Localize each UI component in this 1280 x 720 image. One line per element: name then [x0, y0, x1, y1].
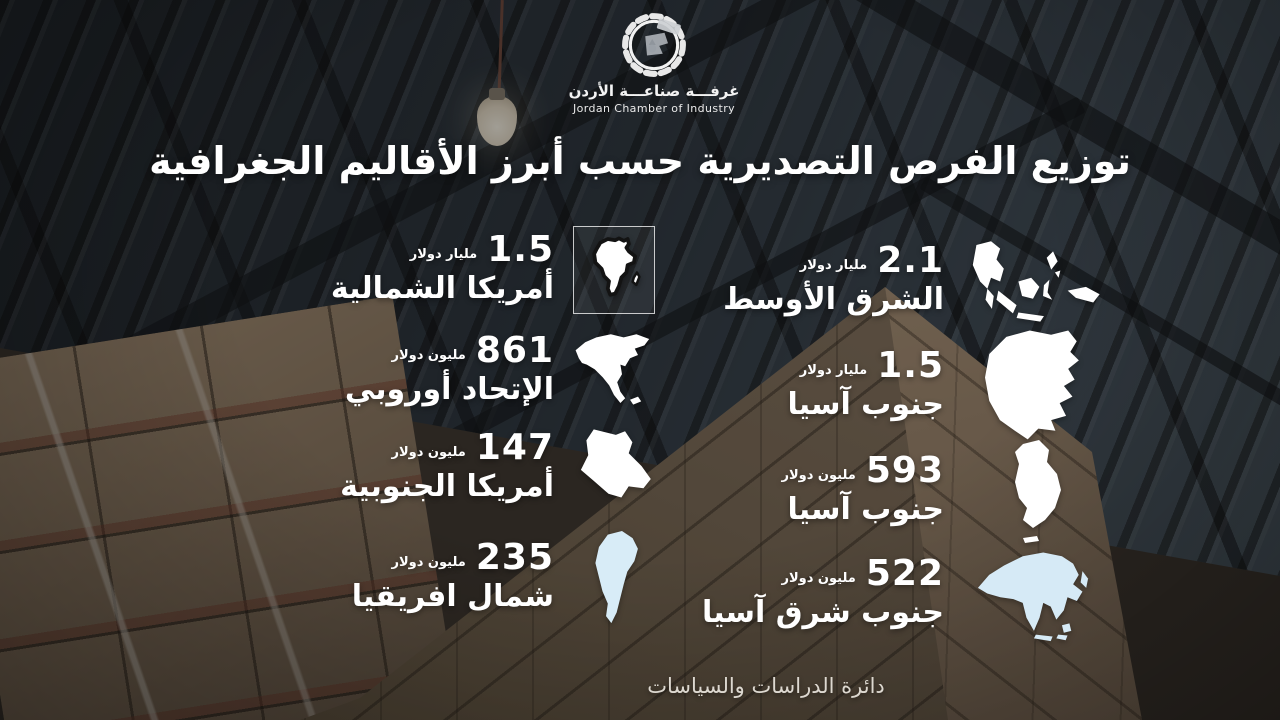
africa-map-icon	[592, 236, 641, 297]
logo-english-name: Jordan Chamber of Industry	[572, 102, 736, 115]
header: غرفـــة صناعـــة الأردن Jordan Chamber o…	[504, 10, 804, 115]
unit-label: مليون دولار	[781, 468, 856, 483]
region-name: الإتحاد أوروبي	[344, 372, 554, 407]
region-row-south-asia: مليار دولار 1.5 جنوب آسيا	[787, 330, 1108, 440]
region-row-north-africa: مليون دولار 235 شمال افريقيا	[351, 531, 660, 624]
unit-label: مليار دولار	[799, 258, 868, 273]
jordan-chamber-gear-logo-icon	[622, 13, 686, 77]
region-row-european-union: مليون دولار 861 الإتحاد أوروبي	[345, 333, 660, 409]
region-name: الشرق الأوسط	[723, 282, 944, 317]
unit-label: مليون دولار	[781, 571, 856, 586]
page-title: توزيع الفرص التصديرية حسب أبرز الأقاليم …	[149, 139, 1131, 183]
region-name: أمريكا الشمالية	[330, 271, 554, 306]
north-america-map-icon	[575, 334, 650, 405]
region-name: جنوب آسيا	[787, 387, 944, 422]
region-value: 2.1	[877, 240, 944, 281]
department-credit: دائرة الدراسات والسياسات	[647, 674, 885, 698]
region-row-middle-east: مليار دولار 2.1 الشرق الأوسط	[723, 240, 1108, 322]
region-row-north-america: مليار دولار 1.5 أمريكا الشمالية	[330, 226, 660, 314]
region-value: 235	[475, 537, 554, 578]
region-name: شمال افريقيا	[351, 579, 554, 614]
unit-label: مليار دولار	[799, 363, 868, 378]
logo-arabic-name: غرفـــة صناعـــة الأردن	[568, 82, 740, 100]
unit-label: مليون دولار	[391, 348, 466, 363]
unit-label: مليار دولار	[409, 247, 478, 262]
region-value: 861	[475, 330, 554, 371]
asia-map-icon	[977, 552, 1089, 642]
southeast-asia-islands-map-icon	[972, 241, 1100, 322]
map-frame	[573, 226, 655, 314]
region-name: جنوب شرق آسيا	[702, 595, 944, 630]
unit-label: مليون دولار	[391, 445, 466, 460]
south-america-map-icon	[595, 531, 638, 624]
unit-label: مليون دولار	[391, 555, 466, 570]
region-value: 593	[865, 450, 944, 491]
region-value: 147	[475, 427, 554, 468]
region-value: 1.5	[877, 345, 944, 386]
region-row-south-america: مليون دولار 147 أمريكا الجنوبية	[340, 427, 660, 506]
region-value: 522	[865, 553, 944, 594]
region-name: جنوب آسيا	[787, 492, 944, 527]
region-name: أمريكا الجنوبية	[340, 469, 554, 504]
iraq-map-icon	[580, 429, 651, 498]
region-value: 1.5	[487, 229, 554, 270]
south-korea-map-icon	[1015, 440, 1061, 543]
country-map-icon	[985, 330, 1079, 440]
region-row-south-asia-2: مليون دولار 593 جنوب آسيا	[781, 440, 1108, 543]
region-row-southeast-asia: مليون دولار 522 جنوب شرق آسيا	[702, 552, 1108, 642]
light-bulb	[477, 88, 517, 146]
